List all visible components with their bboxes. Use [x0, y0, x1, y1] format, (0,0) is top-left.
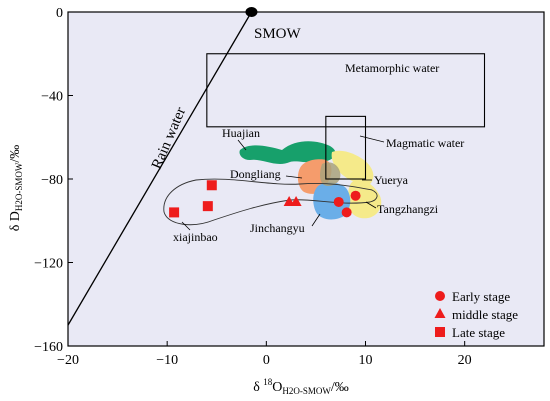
huajian-leader	[237, 139, 247, 151]
y-tick-label: 0	[56, 6, 63, 21]
jinchangyu-region	[313, 182, 351, 220]
x-tick-label: −10	[156, 353, 178, 368]
late-stage-point	[206, 180, 217, 191]
middle-stage-point	[290, 195, 302, 206]
data-points	[169, 180, 361, 218]
jinchangyu-leader	[311, 213, 321, 227]
metamorphic-water-box	[206, 53, 486, 128]
y-tick-label: −40	[41, 90, 63, 105]
x-axis-title: δ 18OH2O-SMOW/‰	[253, 377, 349, 396]
x-tick-label: −20	[57, 353, 79, 368]
early-stage-point	[350, 190, 361, 201]
middle-stage-point	[283, 195, 295, 206]
tangzhangzi-region	[348, 179, 382, 219]
axes: −20 −10 0 10 20 0 −40 −80 −120 −160 δ 18OH2O-SMOW/…	[8, 6, 472, 396]
magmatic-water-leader	[359, 135, 385, 143]
legend-label: Early stage	[452, 289, 510, 304]
legend: Early stage middle stage Late stage	[434, 289, 518, 340]
dongliang-label: Dongliang	[230, 167, 281, 181]
early-stage-point	[341, 207, 352, 218]
early-stage-point	[333, 196, 344, 207]
tangzhangzi-leader	[365, 201, 377, 209]
legend-label: middle stage	[452, 307, 518, 322]
x-tick-label: 10	[359, 353, 373, 368]
legend-late-stage-marker	[435, 327, 445, 337]
late-stage-point	[202, 201, 213, 212]
xiajinbao-outline	[163, 178, 378, 226]
jinchangyu-label: Jinchangyu	[250, 221, 305, 235]
x-tick-label: 0	[263, 353, 270, 368]
yuerya-label: Yuerya	[374, 173, 409, 187]
legend-early-stage-marker	[435, 291, 445, 301]
water-field-boxes	[206, 53, 486, 180]
x-tick-label: 20	[458, 353, 472, 368]
late-stage-point	[169, 207, 180, 218]
overlap-region	[320, 162, 341, 186]
yuerya-region	[331, 150, 374, 185]
y-axis-title: δ DH2O-SMOW/‰	[8, 145, 24, 232]
legend-label: Late stage	[452, 325, 505, 340]
legend-middle-stage-marker	[434, 308, 446, 318]
magmatic-water-box	[325, 115, 367, 180]
dongliang-leader	[285, 175, 303, 179]
y-tick-label: −160	[34, 340, 63, 355]
huajian-label: Huajian	[222, 126, 260, 140]
field-regions	[163, 141, 382, 226]
tangzhangzi-label: Tangzhangzi	[377, 202, 439, 216]
metamorphic-water-label: Metamorphic water	[345, 61, 439, 75]
reference-lines	[67, 7, 258, 326]
y-tick-label: −120	[34, 257, 63, 272]
smow-label: SMOW	[254, 26, 302, 42]
magmatic-water-label: Magmatic water	[386, 136, 464, 150]
xiajinbao-label: xiajinbao	[173, 230, 218, 244]
y-tick-label: −80	[41, 173, 63, 188]
xiajinbao-leader	[181, 221, 191, 231]
smow-point	[245, 7, 258, 17]
rain-water-line	[67, 11, 253, 326]
huajian-region	[239, 141, 336, 164]
